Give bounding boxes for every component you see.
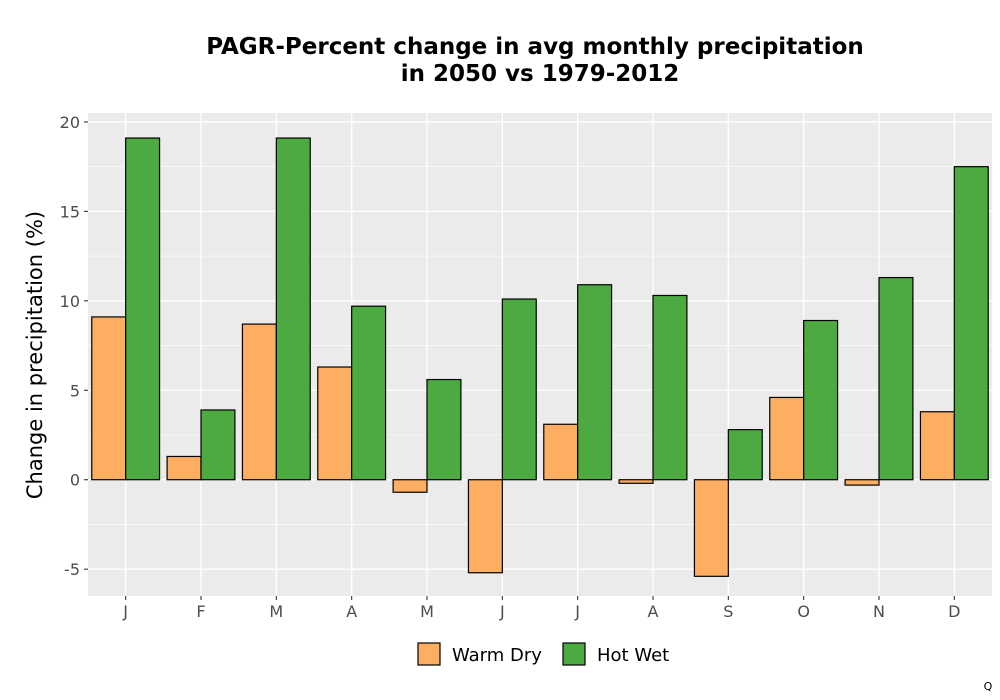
- corner-mark: Q: [984, 680, 993, 693]
- y-tick-label: 20: [60, 113, 80, 132]
- legend-swatch-hot-wet: [562, 642, 586, 666]
- bar-hot-wet-5: [501, 298, 537, 481]
- bar-warm-dry-6: [543, 423, 579, 481]
- x-tick-label: N: [873, 602, 885, 621]
- bar-hot-wet-0: [125, 137, 161, 481]
- bar-hot-wet-10: [878, 276, 914, 481]
- bar-warm-dry-3: [317, 366, 353, 481]
- bar-hot-wet-2: [275, 137, 311, 481]
- x-tick-label: J: [499, 602, 505, 621]
- x-tick-label: M: [269, 602, 283, 621]
- y-tick-label: -5: [64, 560, 80, 579]
- x-tick-label: J: [574, 602, 580, 621]
- bar-hot-wet-3: [351, 305, 387, 481]
- bar-warm-dry-0: [91, 316, 127, 481]
- legend: Warm Dry Hot Wet: [417, 642, 669, 666]
- y-axis: 20 15 10 5 0 -5: [60, 113, 88, 579]
- x-tick-label: M: [420, 602, 434, 621]
- bar-warm-dry-11: [919, 411, 955, 481]
- bar-hot-wet-1: [200, 409, 236, 481]
- x-tick-label: O: [797, 602, 810, 621]
- bars: [91, 137, 989, 577]
- bar-hot-wet-6: [577, 284, 613, 481]
- x-tick-label: F: [196, 602, 205, 621]
- x-tick-label: A: [346, 602, 357, 621]
- bar-warm-dry-7: [618, 479, 654, 484]
- chart-subtitle: in 2050 vs 1979-2012: [401, 61, 680, 87]
- plot-panel: [88, 113, 992, 596]
- x-tick-label: A: [648, 602, 659, 621]
- x-tick-label: S: [723, 602, 733, 621]
- bar-warm-dry-9: [769, 396, 805, 481]
- bar-warm-dry-2: [241, 323, 277, 481]
- chart-title: PAGR-Percent change in avg monthly preci…: [206, 34, 864, 60]
- bar-warm-dry-1: [166, 455, 202, 481]
- y-tick-label: 5: [70, 381, 80, 400]
- y-tick-label: 0: [70, 471, 80, 490]
- bar-hot-wet-11: [953, 166, 989, 481]
- bar-warm-dry-4: [392, 479, 428, 493]
- x-tick-label: D: [948, 602, 960, 621]
- grid-minor: [88, 166, 992, 525]
- x-tick-label: J: [122, 602, 128, 621]
- bar-hot-wet-9: [803, 319, 839, 481]
- bar-hot-wet-7: [652, 294, 688, 481]
- bar-warm-dry-10: [844, 479, 880, 486]
- y-tick-label: 15: [60, 202, 80, 221]
- legend-label: Warm Dry: [452, 645, 542, 666]
- y-tick-label: 10: [60, 292, 80, 311]
- bar-hot-wet-8: [727, 429, 763, 481]
- bar-warm-dry-5: [467, 479, 503, 574]
- legend-swatch-warm-dry: [417, 642, 441, 666]
- legend-label: Hot Wet: [597, 645, 669, 666]
- bar-warm-dry-8: [693, 479, 729, 577]
- y-axis-title: Change in precipitation (%): [23, 211, 47, 499]
- bar-hot-wet-4: [426, 378, 462, 481]
